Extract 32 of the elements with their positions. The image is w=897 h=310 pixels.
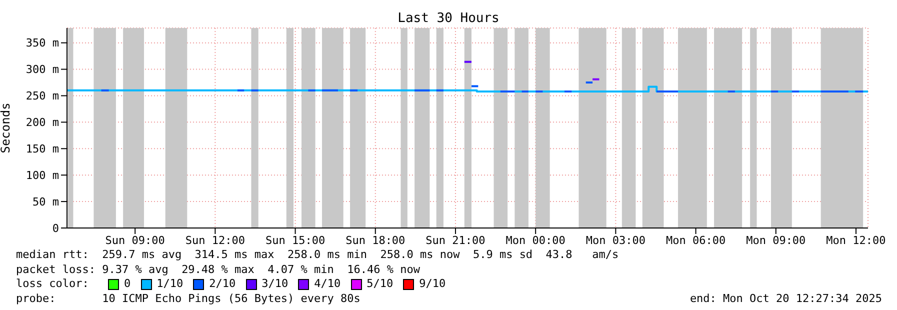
y-tick-label: 250 m — [26, 90, 60, 103]
y-tick-label: 300 m — [26, 63, 60, 76]
text: end: Mon Oct 20 12:27:34 2025 — [690, 292, 882, 306]
x-tick-label: Sun 18:00 — [346, 234, 406, 247]
legend-label: 5/10 — [366, 277, 394, 292]
x-tick-label: Sun 15:00 — [265, 234, 326, 247]
y-tick-label: 100 m — [26, 168, 60, 182]
y-axis-title: Seconds — [0, 102, 12, 154]
legend-title: loss color: — [16, 277, 90, 292]
legend-label: 2/10 — [208, 277, 236, 292]
x-tick-label: Mon 03:00 — [586, 234, 646, 247]
x-tick-label: Mon 00:00 — [506, 234, 566, 247]
x-tick-label: Mon 09:00 — [746, 234, 806, 247]
text: packet loss: 9.37 % avg 29.48 % max 4.07 % min 16.46 % now — [16, 262, 421, 277]
legend-label: 3/10 — [260, 277, 288, 292]
legend-label: 9/10 — [418, 277, 446, 292]
x-tick-label: Sun 09:00 — [105, 234, 165, 247]
y-tick-label: 150 m — [26, 142, 60, 156]
legend-label: 0 — [123, 277, 131, 292]
chart-title: Last 30 Hours — [396, 11, 500, 26]
legend-label: 1/10 — [156, 277, 184, 292]
text: median rtt: 259.7 ms avg 314.5 ms max 258.0 ms min 258.0 ms now 5.9 ms sd 43.8 am/s — [16, 248, 620, 262]
x-tick-label: Sun 21:00 — [426, 234, 486, 247]
y-tick-label: 50 m — [32, 195, 60, 208]
x-tick-label: Sun 12:00 — [185, 234, 245, 247]
x-tick-label: Mon 06:00 — [666, 234, 726, 247]
y-tick-label: 200 m — [26, 116, 60, 130]
y-tick-label: 0 — [52, 222, 59, 235]
legend-label: 4/10 — [313, 277, 341, 292]
text: probe: 10 ICMP Echo Pings (56 Bytes) every 80s — [16, 292, 360, 306]
x-tick-label: Mon 12:00 — [826, 234, 886, 247]
y-tick-label: 350 m — [26, 36, 60, 50]
